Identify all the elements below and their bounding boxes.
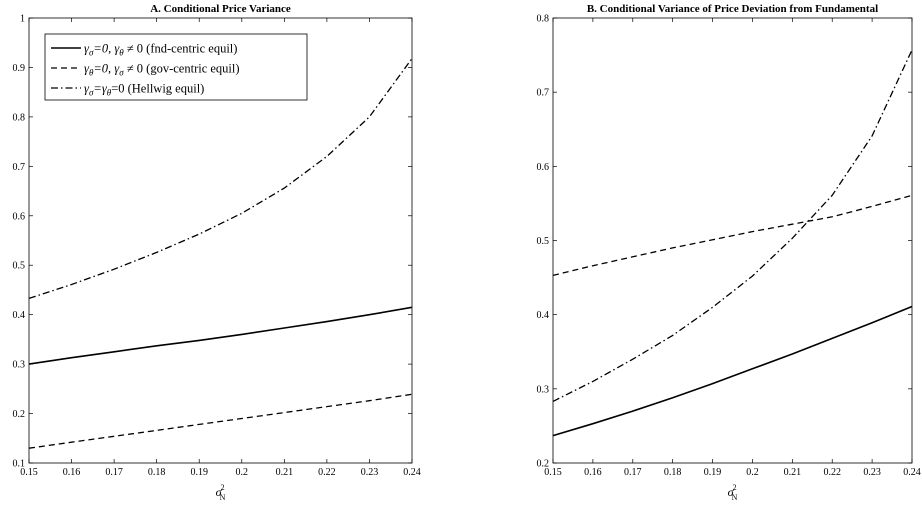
y-tick-label: 0.3: [13, 360, 26, 371]
y-tick-label: 0.2: [537, 459, 550, 470]
y-tick-label: 0.7: [13, 162, 26, 173]
x-tick-label: 0.2: [746, 467, 759, 478]
x-tick-label: 0.19: [190, 467, 208, 478]
x-tick-label: 0.17: [105, 467, 123, 478]
x-tick-label: 0.19: [704, 467, 722, 478]
y-tick-label: 0.5: [13, 261, 26, 272]
y-tick-label: 0.4: [537, 310, 550, 321]
chart-title: B. Conditional Variance of Price Deviati…: [587, 3, 878, 15]
x-tick-label: 0.24: [403, 467, 421, 478]
y-tick-label: 0.9: [13, 63, 26, 74]
y-tick-label: 0.2: [13, 409, 26, 420]
y-tick-label: 1: [20, 14, 25, 25]
x-tick-label: 0.23: [361, 467, 379, 478]
x-tick-label: 0.17: [624, 467, 642, 478]
x-tick-label: 0.21: [784, 467, 802, 478]
y-tick-label: 0.4: [13, 310, 26, 321]
x-tick-label: 0.18: [664, 467, 682, 478]
x-tick-label: 0.16: [63, 467, 81, 478]
y-tick-label: 0.6: [537, 162, 550, 173]
y-tick-label: 0.6: [13, 211, 26, 222]
y-tick-label: 0.5: [537, 236, 550, 247]
y-tick-label: 0.3: [537, 384, 550, 395]
chart-panel-b: B. Conditional Variance of Price Deviati…: [537, 3, 921, 502]
y-tick-label: 0.1: [13, 459, 26, 470]
y-tick-label: 0.8: [13, 112, 26, 123]
x-tick-label: 0.23: [863, 467, 881, 478]
x-tick-label: 0.24: [903, 467, 921, 478]
plot-area: [553, 18, 912, 463]
x-tick-label: 0.16: [584, 467, 602, 478]
x-tick-label: 0.22: [823, 467, 841, 478]
y-tick-label: 0.8: [537, 14, 550, 25]
y-tick-label: 0.7: [537, 88, 550, 99]
x-tick-label: 0.2: [236, 467, 249, 478]
x-tick-label: 0.18: [148, 467, 166, 478]
x-tick-label: 0.22: [318, 467, 336, 478]
x-tick-label: 0.21: [276, 467, 294, 478]
legend-label: γθ=0, γσ ≠ 0 (gov-centric equil): [84, 62, 240, 78]
legend-label: γσ=0, γθ ≠ 0 (fnd-centric equil): [84, 42, 237, 58]
chart-title: A. Conditional Price Variance: [150, 3, 291, 15]
legend-label: γσ=γθ=0 (Hellwig equil): [84, 82, 204, 98]
